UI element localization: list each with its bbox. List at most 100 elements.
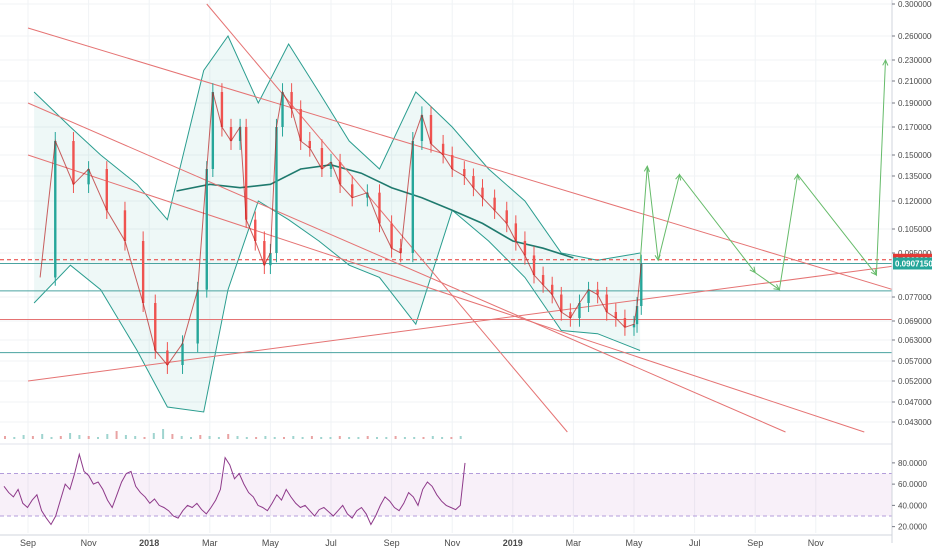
candle-body — [181, 343, 184, 365]
candle-body — [229, 127, 233, 141]
time-tick-label: Jul — [689, 538, 701, 548]
time-tick-label: May — [262, 538, 280, 548]
candle-body — [290, 92, 293, 109]
volume-bar — [69, 433, 72, 439]
candle-body — [560, 294, 563, 312]
candle-body — [105, 169, 108, 211]
volume-bar — [357, 437, 360, 439]
volume-bar — [245, 437, 248, 439]
volume-bar — [255, 437, 258, 439]
candle-body — [196, 289, 199, 344]
price-tick-label: 0.17000000 — [898, 123, 932, 132]
volume-bar — [87, 436, 90, 439]
projection-path — [639, 58, 889, 291]
price-tag-label: 0.09071500 — [895, 259, 932, 268]
candle-body — [569, 312, 572, 318]
candle-body — [244, 127, 248, 220]
candle-body — [532, 255, 536, 275]
volume-bar — [208, 436, 211, 439]
candle-body — [441, 143, 445, 155]
volume-bar — [413, 437, 416, 439]
price-tick-label: 0.05200000 — [898, 377, 932, 386]
price-tag-box — [893, 257, 932, 270]
candle-body — [281, 92, 284, 127]
rsi-panel — [0, 443, 892, 526]
volume-bar — [162, 429, 165, 439]
candle-body — [420, 115, 424, 141]
price-tick-label: 0.05700000 — [898, 357, 932, 366]
price-tick-label: 0.10500000 — [898, 225, 932, 234]
horizontal-levels — [0, 259, 892, 354]
volume-bar — [431, 436, 434, 439]
candle-body — [623, 318, 627, 328]
price-tick-label: 0.06900000 — [898, 317, 932, 326]
candle-body — [505, 210, 508, 224]
candle-body — [596, 289, 599, 295]
volume-bar — [31, 436, 34, 439]
candle-body — [320, 148, 324, 169]
candle-body — [54, 141, 57, 278]
candle-body — [123, 210, 127, 241]
projection-arrowhead — [675, 173, 682, 181]
bollinger-bands — [33, 34, 641, 413]
volume-bar — [273, 437, 276, 439]
time-tick-label: Mar — [202, 538, 218, 548]
volume-bar — [348, 437, 351, 439]
candle-body — [550, 284, 554, 295]
volume-bar — [236, 436, 239, 439]
price-tick-label: 0.09500000 — [898, 249, 932, 258]
candle-body — [541, 275, 545, 285]
time-tick-label: Sep — [20, 538, 36, 548]
candle-body — [166, 350, 169, 365]
price-tick-label: 0.04700000 — [898, 398, 932, 407]
time-tick-label: Nov — [444, 538, 461, 548]
volume-bar — [292, 436, 295, 439]
volume-bar — [264, 436, 267, 439]
volume-bar — [97, 437, 99, 439]
volume-bar — [310, 436, 313, 439]
volume-bar — [50, 437, 53, 439]
candle-body — [87, 169, 90, 185]
volume-bar — [450, 437, 453, 439]
price-close-line — [39, 90, 642, 366]
rsi-tick-label: 20.0000 — [898, 523, 927, 532]
candle-body — [205, 169, 208, 290]
candle-body — [154, 303, 157, 351]
projection-arrowhead — [882, 58, 889, 66]
volume-bar — [190, 437, 192, 439]
rsi-tick-label: 60.0000 — [898, 480, 927, 489]
candle-body — [411, 141, 415, 253]
volume-bar — [13, 437, 16, 439]
candle-body — [472, 176, 475, 188]
time-tick-label: Mar — [566, 538, 582, 548]
time-tick-label: 2019 — [503, 538, 523, 548]
rsi-tick-label: 40.0000 — [898, 501, 927, 510]
candle-body — [632, 324, 636, 328]
volume-bar — [78, 435, 81, 439]
volume-bar — [320, 437, 323, 439]
projection-arrowhead — [749, 266, 756, 274]
price-tick-label: 0.06300000 — [898, 336, 932, 345]
rsi-tick-label: 80.0000 — [898, 459, 927, 468]
price-tick-label: 0.04300000 — [898, 418, 932, 427]
volume-bar — [376, 437, 378, 439]
projection-arrowhead — [870, 268, 878, 276]
volume-bar — [59, 436, 62, 439]
candle-body — [463, 169, 466, 176]
candle-body — [514, 223, 518, 241]
candle-body — [351, 184, 354, 198]
price-tick-label: 0.21000000 — [898, 77, 932, 86]
volume-bar — [199, 435, 202, 439]
volume-bar — [422, 437, 425, 439]
volume-bar — [22, 435, 25, 439]
candle-body — [481, 187, 484, 198]
candle-body — [578, 303, 581, 318]
projection-arrowhead — [773, 284, 781, 291]
projection-arrowhead — [654, 254, 661, 262]
candle-body — [338, 162, 342, 185]
candle-body — [429, 115, 433, 144]
candle-body — [141, 241, 145, 303]
volume-bar — [385, 437, 388, 439]
